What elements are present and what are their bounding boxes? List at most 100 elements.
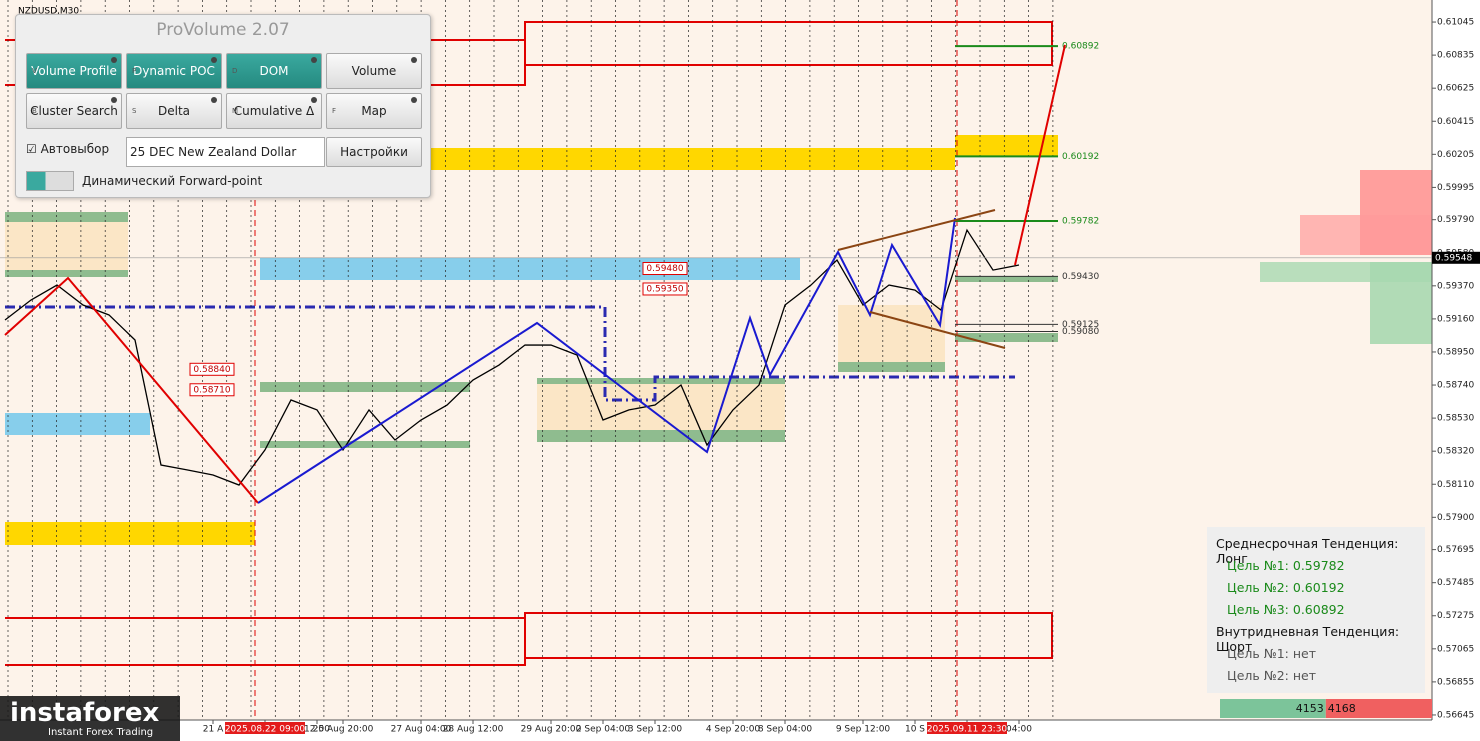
tool-button[interactable]: F Map bbox=[326, 93, 422, 129]
y-tick-label: 0.58110 bbox=[1437, 480, 1474, 490]
x-tick-label: 4 Sep 20:00 bbox=[706, 725, 761, 735]
x-tick-label: 25 Aug 20:00 bbox=[313, 725, 374, 735]
y-tick-label: 0.61045 bbox=[1437, 18, 1474, 28]
x-tick-label: 12:00 bbox=[304, 725, 330, 735]
button-label: Cumulative Δ bbox=[233, 104, 315, 118]
button-gear bbox=[211, 97, 217, 103]
series: 0.60892 0.60192 0.59782 0.59430 0.591250.590… bbox=[0, 42, 1480, 486]
button-label: Map bbox=[361, 104, 387, 118]
button-label: Cluster Search bbox=[30, 104, 118, 118]
x-tick-label: 2025.09.11 23:30 bbox=[927, 725, 1008, 735]
button-key: S bbox=[132, 107, 137, 115]
symbol: NZDUSD,M30 bbox=[18, 7, 79, 17]
button-label: DOM bbox=[259, 64, 289, 78]
button-gear bbox=[211, 57, 217, 63]
level-box bbox=[642, 282, 688, 296]
x-tick-label: 9 Sep 12:00 bbox=[836, 725, 891, 735]
y-tick-label: 0.60625 bbox=[1437, 84, 1474, 94]
tool-button[interactable]: S Delta bbox=[126, 93, 222, 129]
x-tick-label: 10 S bbox=[905, 725, 925, 735]
x-tick-label: 27 Aug 04:00 bbox=[391, 725, 452, 735]
info-line: Среднесрочная Тенденция: Лонг bbox=[1216, 536, 1399, 566]
y-tick-label: 0.58530 bbox=[1437, 414, 1474, 424]
checkbox[interactable]: ☑ Автовыбор bbox=[26, 142, 110, 156]
info-line: Внутридневная Тенденция: Шорт bbox=[1216, 624, 1400, 654]
level-box-label: 0.59350 bbox=[646, 284, 683, 294]
tool-button[interactable]: B Cluster Search bbox=[26, 93, 122, 129]
y-tick-label: 0.57275 bbox=[1437, 611, 1474, 621]
settings-button[interactable]: Настройки bbox=[326, 137, 422, 167]
y-tick-label: 0.59995 bbox=[1437, 183, 1474, 193]
y-tick-label: 0.60205 bbox=[1437, 150, 1474, 160]
level-box-label: 0.58840 bbox=[193, 365, 230, 375]
button-gear bbox=[311, 57, 317, 63]
toggle-label: Динамический Forward-point bbox=[82, 174, 263, 188]
button-label: Volume Profile bbox=[31, 64, 117, 78]
price-line bbox=[4, 228, 1020, 486]
button-key: V bbox=[32, 67, 37, 75]
x-tick-label: 04:00 bbox=[1006, 725, 1032, 735]
tool-button[interactable]: Volume bbox=[326, 53, 422, 89]
y-tick-label: 0.57695 bbox=[1437, 545, 1474, 555]
info-line: Цель №2: 0.60192 bbox=[1227, 580, 1345, 595]
button-key: F bbox=[332, 107, 337, 115]
button-gear bbox=[311, 97, 317, 103]
buy-volume bbox=[1220, 699, 1326, 718]
level-box bbox=[642, 262, 688, 276]
level-box bbox=[189, 383, 235, 397]
settings-label: Настройки bbox=[340, 145, 408, 159]
y-tick-label: 0.57900 bbox=[1437, 513, 1474, 523]
tool-button[interactable]: V Volume Profile bbox=[26, 53, 122, 89]
x-tick-label: 21 A bbox=[203, 725, 224, 735]
y-tick-label: 0.60835 bbox=[1437, 51, 1474, 61]
info-line: Цель №1: 0.59782 bbox=[1227, 558, 1345, 573]
button-gear bbox=[411, 57, 417, 63]
current-price-label: 0.59548 bbox=[1435, 253, 1472, 263]
panel-title: ProVolume 2.07 bbox=[156, 20, 290, 40]
level-box-label: 0.58710 bbox=[193, 385, 230, 395]
button-gear bbox=[411, 97, 417, 103]
tool-button[interactable]: M Cumulative Δ bbox=[226, 93, 322, 129]
button-key: B bbox=[32, 107, 37, 115]
button-gear bbox=[111, 57, 117, 63]
level-label: 0.59430 bbox=[1062, 272, 1099, 282]
level-label: 0.59782 bbox=[1062, 216, 1099, 226]
y-tick-label: 0.59160 bbox=[1437, 314, 1474, 324]
info-line: Цель №3: 0.60892 bbox=[1227, 602, 1345, 617]
symbol-select[interactable]: 25 DEC New Zealand Dollar bbox=[126, 137, 325, 167]
x-tick-label: 2 Sep 04:00 bbox=[576, 725, 631, 735]
button-label: Dynamic POC bbox=[133, 64, 215, 78]
button-label: Delta bbox=[157, 104, 190, 118]
y-tick-label: 0.58950 bbox=[1437, 347, 1474, 357]
button-key: D bbox=[232, 67, 238, 75]
zones bbox=[5, 0, 1432, 720]
checkbox-label: Автовыбор bbox=[40, 142, 110, 156]
current-price-bg bbox=[1432, 251, 1480, 264]
info-line: Цель №2: нет bbox=[1227, 668, 1317, 683]
y-tick-label: 0.58320 bbox=[1437, 447, 1474, 457]
button-label: Volume bbox=[351, 64, 397, 78]
toggle[interactable] bbox=[26, 171, 74, 191]
logo-tagline: Instant Forex Trading bbox=[48, 727, 154, 738]
y-tick-label: 0.56855 bbox=[1437, 677, 1474, 687]
x-tick-label: 3 Sep 12:00 bbox=[628, 725, 683, 735]
x-tick-label: 28 Aug 12:00 bbox=[443, 725, 504, 735]
y-tick-label: 0.59790 bbox=[1437, 215, 1474, 225]
x-tick-label: 8 Sep 04:00 bbox=[758, 725, 813, 735]
sell-volume bbox=[1325, 699, 1432, 718]
button-key: P bbox=[132, 67, 137, 75]
sell-volume-label: 4168 bbox=[1328, 702, 1356, 715]
level-label: 0.60192 bbox=[1062, 152, 1099, 162]
level-label: 0.59080 bbox=[1062, 327, 1099, 337]
button-gear bbox=[111, 97, 117, 103]
level-label: 0.59125 bbox=[1062, 320, 1099, 330]
y-tick-label: 0.58740 bbox=[1437, 381, 1474, 391]
tool-button[interactable]: D DOM bbox=[226, 53, 322, 89]
buy-volume-label: 4153 bbox=[1296, 702, 1324, 715]
level-label: 0.60892 bbox=[1062, 42, 1099, 52]
tool-button[interactable]: P Dynamic POC bbox=[126, 53, 222, 89]
cursor-label-bg bbox=[927, 722, 1007, 734]
select-value: 25 DEC New Zealand Dollar bbox=[130, 145, 297, 159]
